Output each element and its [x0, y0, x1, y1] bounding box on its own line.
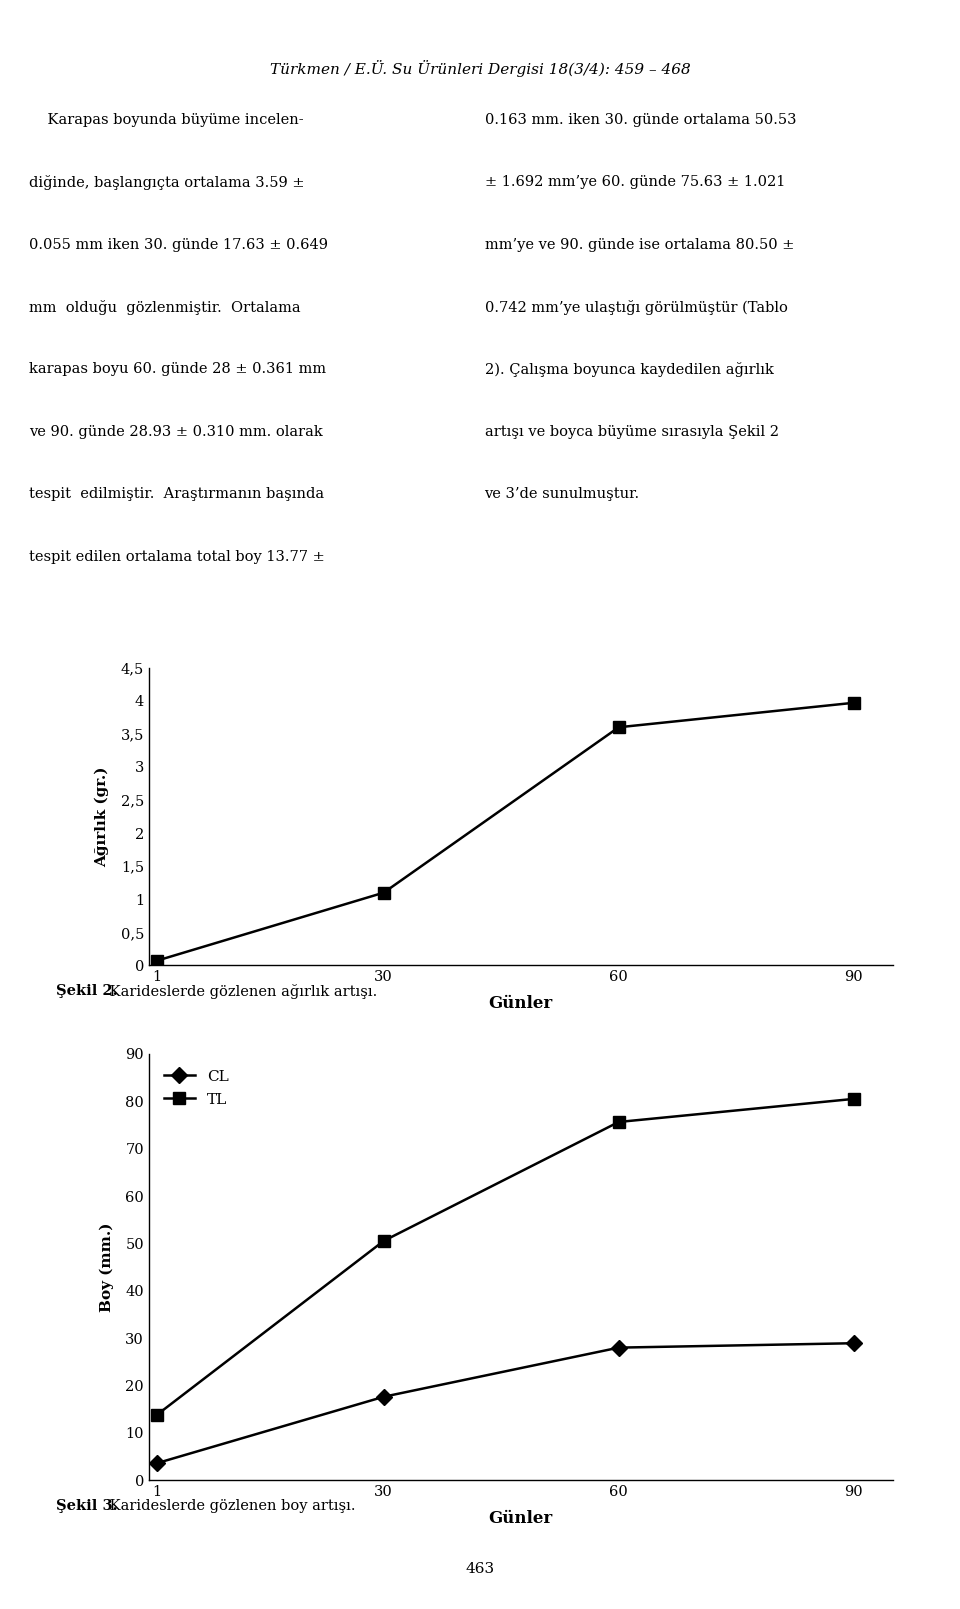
CL: [848, 1334, 859, 1353]
Text: artışı ve boyca büyüme sırasıyla Şekil 2: artışı ve boyca büyüme sırasıyla Şekil 2: [485, 425, 779, 439]
Text: mm’ye ve 90. günde ise ortalama 80.50 ±: mm’ye ve 90. günde ise ortalama 80.50 ±: [485, 238, 794, 251]
Line: TL: TL: [151, 1094, 859, 1421]
Text: tespit  edilmiştir.  Araştırmanın başında: tespit edilmiştir. Araştırmanın başında: [29, 488, 324, 502]
Text: 2). Çalışma boyunca kaydedilen ağırlık: 2). Çalışma boyunca kaydedilen ağırlık: [485, 362, 774, 378]
Text: 0.055 mm iken 30. günde 17.63 ± 0.649: 0.055 mm iken 30. günde 17.63 ± 0.649: [29, 238, 327, 251]
Text: ve 90. günde 28.93 ± 0.310 mm. olarak: ve 90. günde 28.93 ± 0.310 mm. olarak: [29, 425, 323, 439]
X-axis label: Günler: Günler: [489, 996, 553, 1012]
Text: diğinde, başlangıçta ortalama 3.59 ±: diğinde, başlangıçta ortalama 3.59 ±: [29, 175, 304, 190]
Text: Şekil 3.: Şekil 3.: [56, 1500, 117, 1512]
TL: [612, 1112, 624, 1131]
Line: CL: CL: [151, 1337, 859, 1469]
Text: Karapas boyunda büyüme incelen-: Karapas boyunda büyüme incelen-: [29, 113, 303, 127]
TL: [151, 1405, 162, 1424]
Text: Karideslerde gözlenen ağırlık artışı.: Karideslerde gözlenen ağırlık artışı.: [105, 983, 377, 999]
Text: tespit edilen ortalama total boy 13.77 ±: tespit edilen ortalama total boy 13.77 ±: [29, 550, 324, 563]
Text: Şekil 2.: Şekil 2.: [56, 985, 118, 998]
Text: 0.742 mm’ye ulaştığı görülmüştür (Tablo: 0.742 mm’ye ulaştığı görülmüştür (Tablo: [485, 299, 787, 315]
Text: ± 1.692 mm’ye 60. günde 75.63 ± 1.021: ± 1.692 mm’ye 60. günde 75.63 ± 1.021: [485, 175, 785, 190]
TL: [848, 1089, 859, 1109]
Y-axis label: Boy (mm.): Boy (mm.): [100, 1223, 114, 1311]
CL: [378, 1387, 390, 1406]
TL: [378, 1231, 390, 1250]
Text: karapas boyu 60. günde 28 ± 0.361 mm: karapas boyu 60. günde 28 ± 0.361 mm: [29, 362, 326, 377]
Text: Türkmen / E.Ü. Su Ürünleri Dergisi 18(3/4): 459 – 468: Türkmen / E.Ü. Su Ürünleri Dergisi 18(3/…: [270, 60, 690, 77]
CL: [612, 1339, 624, 1358]
Legend: CL, TL: CL, TL: [156, 1062, 236, 1115]
Text: 0.163 mm. iken 30. günde ortalama 50.53: 0.163 mm. iken 30. günde ortalama 50.53: [485, 113, 796, 127]
Text: 463: 463: [466, 1562, 494, 1575]
X-axis label: Günler: Günler: [489, 1511, 553, 1527]
CL: [151, 1453, 162, 1472]
Text: ve 3’de sunulmuştur.: ve 3’de sunulmuştur.: [485, 488, 639, 502]
Y-axis label: Ağırlık (gr.): Ağırlık (gr.): [95, 766, 109, 867]
Text: mm  olduğu  gözlenmiştir.  Ortalama: mm olduğu gözlenmiştir. Ortalama: [29, 299, 300, 315]
Text: Karideslerde gözlenen boy artışı.: Karideslerde gözlenen boy artışı.: [105, 1500, 355, 1512]
